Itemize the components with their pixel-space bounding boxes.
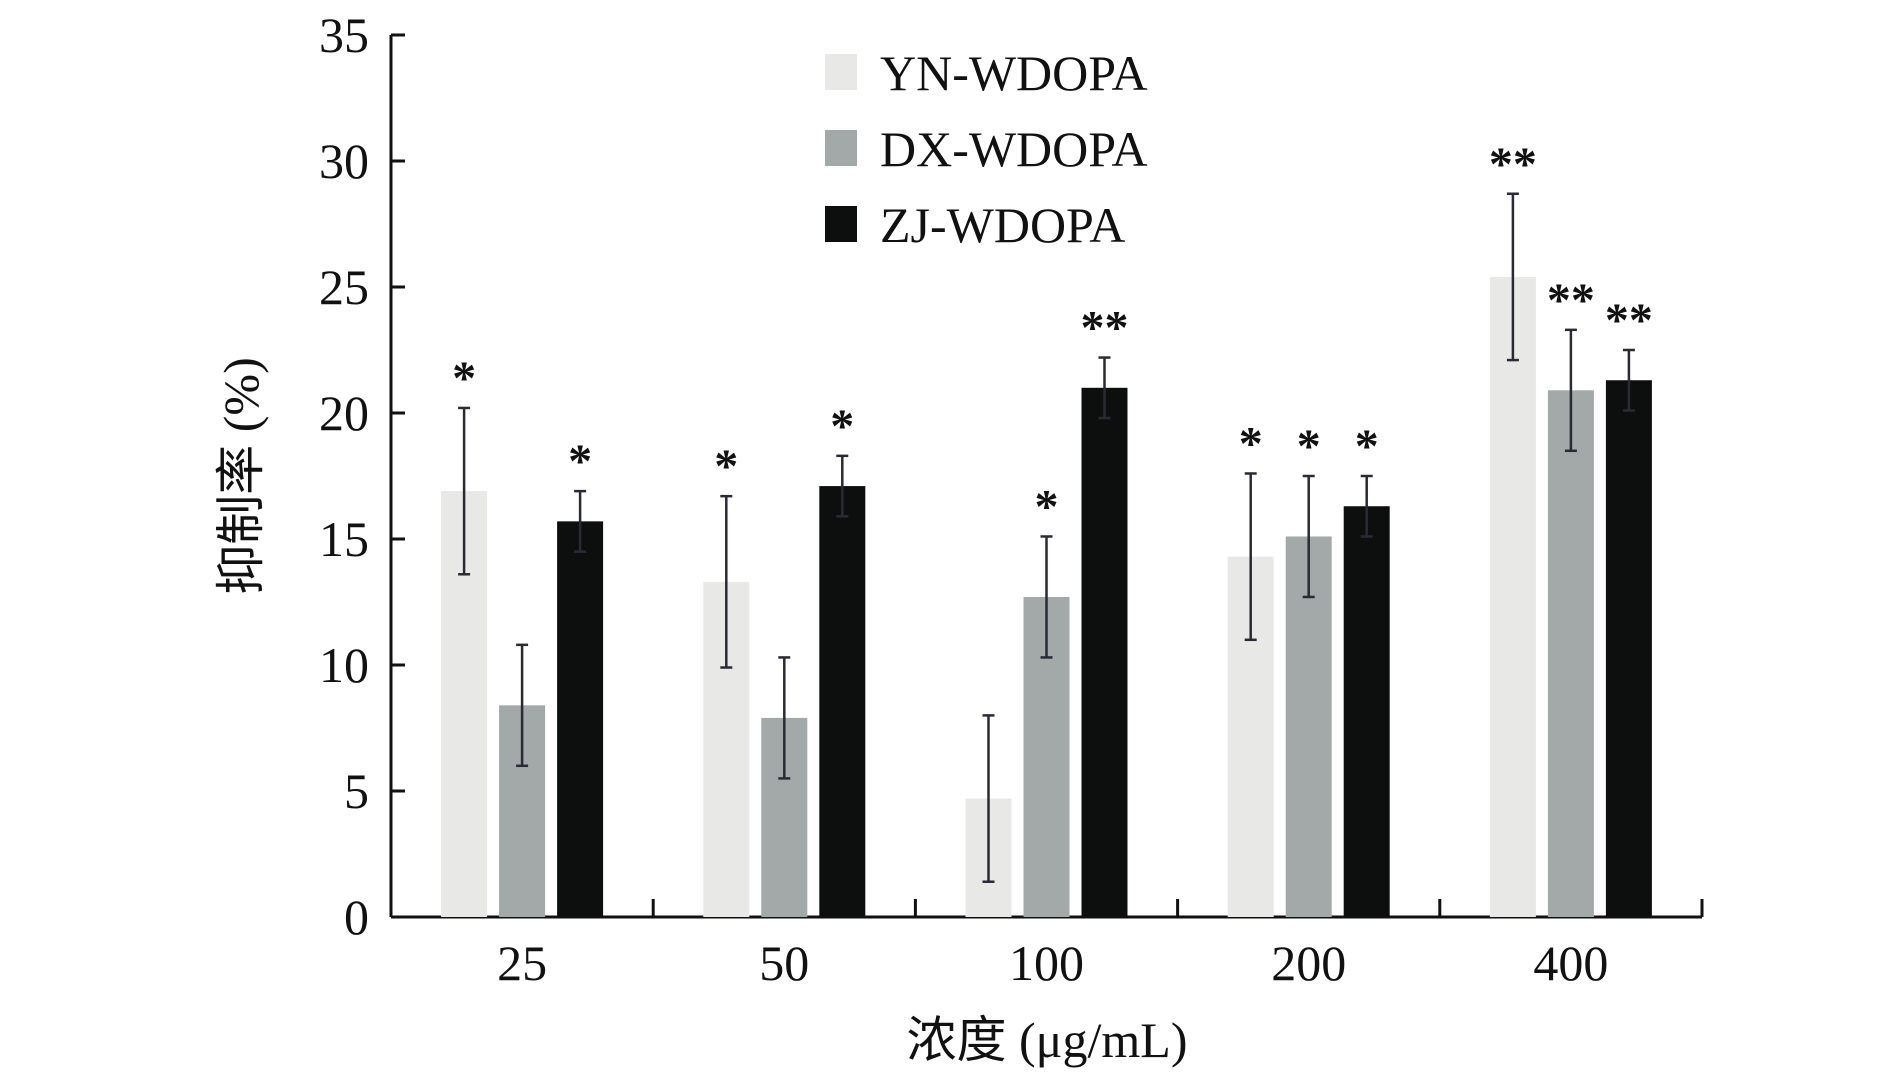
y-ticks: 0 5 10 15 20 25 30 35 — [319, 7, 405, 945]
x-ticks: 25 50 100 200 400 — [497, 899, 1704, 991]
significance-marker: * — [1297, 420, 1321, 473]
significance-markers: ** ************** — [452, 138, 1653, 534]
significance-marker: ** — [1081, 302, 1129, 355]
bar — [819, 486, 866, 917]
y-tick-label: 30 — [319, 133, 369, 189]
legend-label: ZJ-WDOPA — [880, 197, 1125, 253]
legend: YN-WDOPA DX-WDOPA ZJ-WDOPA — [825, 45, 1148, 253]
legend-swatch — [825, 54, 857, 90]
significance-marker: * — [1035, 480, 1059, 533]
bar — [1605, 380, 1652, 917]
y-axis-title: 抑制率 (%) — [213, 357, 269, 594]
legend-label: DX-WDOPA — [880, 121, 1148, 177]
legend-label: YN-WDOPA — [880, 45, 1148, 101]
significance-marker: ** — [1605, 294, 1653, 347]
y-tick-label: 35 — [319, 7, 369, 63]
x-tick-label: 50 — [759, 935, 809, 991]
significance-marker: ** — [1547, 274, 1595, 327]
significance-marker: * — [714, 440, 738, 493]
bar — [1081, 387, 1128, 917]
y-tick-label: 0 — [344, 889, 369, 945]
bar — [1343, 506, 1390, 917]
x-axis-title: 浓度 (μg/mL) — [907, 1012, 1188, 1068]
x-tick-label: 100 — [1009, 935, 1084, 991]
y-tick-label: 25 — [319, 259, 369, 315]
y-tick-label: 10 — [319, 637, 369, 693]
legend-swatch — [825, 130, 857, 166]
x-tick-label: 200 — [1271, 935, 1346, 991]
significance-marker: ** — [1489, 138, 1537, 191]
significance-marker: * — [568, 435, 592, 488]
bar — [1547, 390, 1594, 917]
significance-marker: * — [830, 400, 854, 453]
x-tick-label: 400 — [1533, 935, 1608, 991]
error-bars — [458, 192, 1635, 883]
x-tick-label: 25 — [497, 935, 547, 991]
y-tick-label: 15 — [319, 511, 369, 567]
y-tick-label: 20 — [319, 385, 369, 441]
significance-marker: * — [452, 352, 476, 405]
bar — [557, 521, 604, 917]
bar — [1489, 276, 1536, 917]
legend-swatch — [825, 206, 857, 242]
y-tick-label: 5 — [344, 763, 369, 819]
bar — [1285, 536, 1332, 917]
significance-marker: * — [1239, 417, 1263, 470]
significance-marker: * — [1355, 420, 1379, 473]
